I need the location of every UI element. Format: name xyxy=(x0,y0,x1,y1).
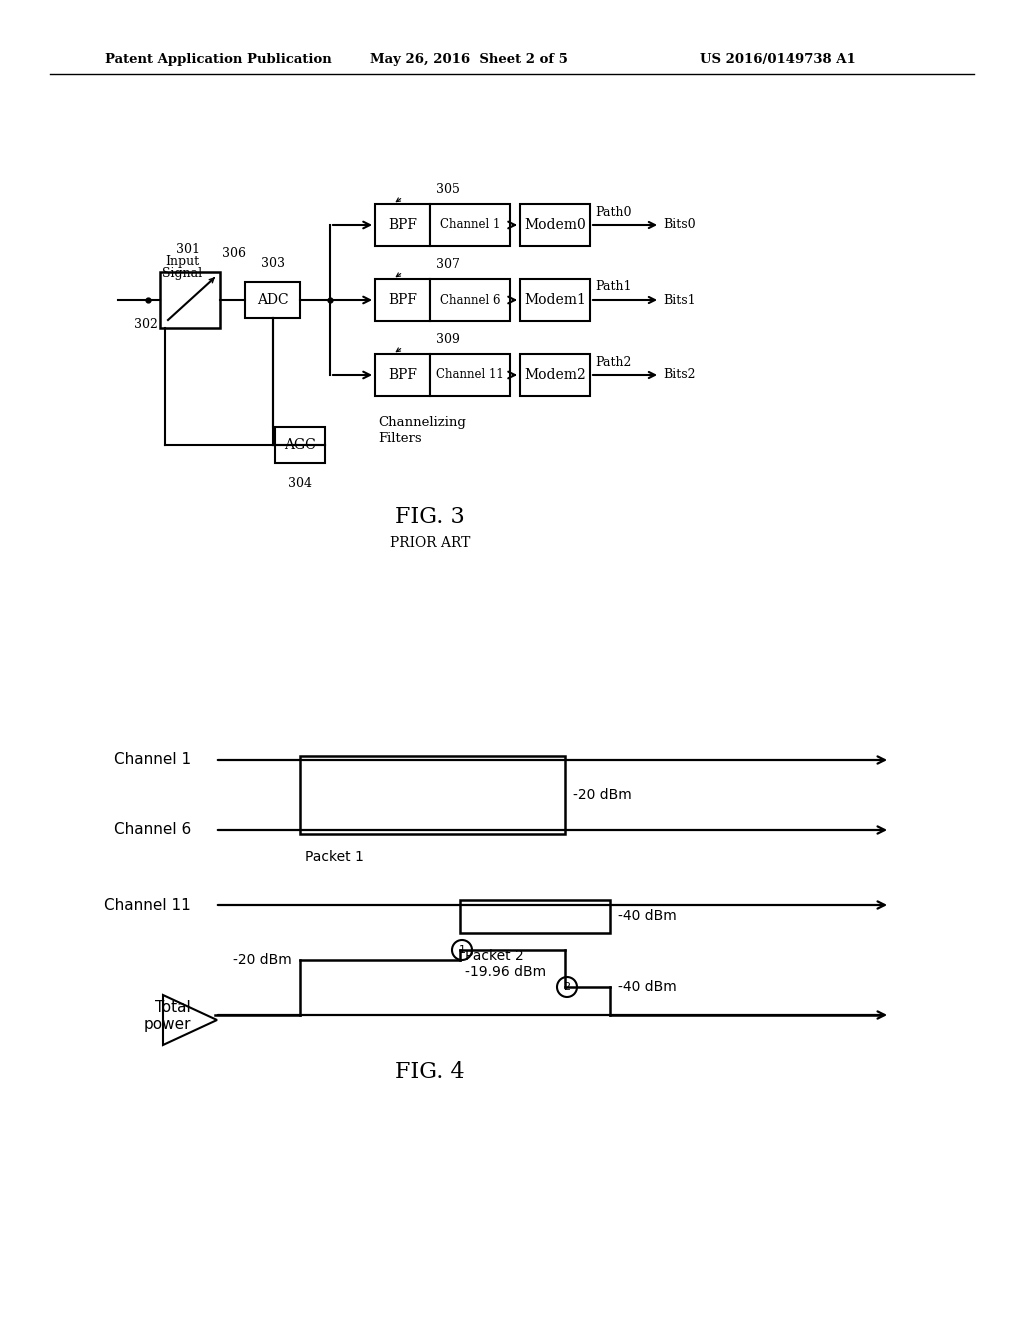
Text: -40 dBm: -40 dBm xyxy=(618,979,677,994)
Text: ADC: ADC xyxy=(257,293,289,308)
Text: Packet 1: Packet 1 xyxy=(305,850,364,865)
Text: -20 dBm: -20 dBm xyxy=(233,953,292,968)
Text: Bits0: Bits0 xyxy=(663,219,695,231)
Text: Bits2: Bits2 xyxy=(663,368,695,381)
Bar xyxy=(430,205,510,246)
Text: 301: 301 xyxy=(176,243,200,256)
Text: AGC: AGC xyxy=(284,438,315,451)
Text: 302: 302 xyxy=(134,318,158,331)
Text: -40 dBm: -40 dBm xyxy=(618,909,677,924)
Text: FIG. 3: FIG. 3 xyxy=(395,506,465,528)
Text: US 2016/0149738 A1: US 2016/0149738 A1 xyxy=(700,54,856,66)
Bar xyxy=(520,279,590,321)
Text: Path2: Path2 xyxy=(595,355,632,368)
Bar xyxy=(160,272,220,327)
Bar xyxy=(300,756,565,834)
Text: Patent Application Publication: Patent Application Publication xyxy=(105,54,332,66)
Bar xyxy=(430,354,510,396)
Text: Total: Total xyxy=(156,999,191,1015)
Text: BPF: BPF xyxy=(388,368,417,381)
Text: Channelizing: Channelizing xyxy=(378,416,466,429)
Text: Channel 1: Channel 1 xyxy=(440,219,500,231)
Bar xyxy=(275,426,325,463)
Text: Channel 11: Channel 11 xyxy=(104,898,191,912)
Text: -19.96 dBm: -19.96 dBm xyxy=(465,965,546,979)
Text: 307: 307 xyxy=(435,257,460,271)
Text: Packet 2: Packet 2 xyxy=(465,949,523,964)
Text: Modem1: Modem1 xyxy=(524,293,586,308)
Text: -20 dBm: -20 dBm xyxy=(573,788,632,803)
Bar xyxy=(430,279,510,321)
Text: Input: Input xyxy=(165,255,199,268)
Text: Channel 6: Channel 6 xyxy=(439,293,501,306)
Text: Modem0: Modem0 xyxy=(524,218,586,232)
Text: power: power xyxy=(143,1018,191,1032)
Text: 1: 1 xyxy=(459,945,466,954)
Bar xyxy=(460,900,610,933)
Bar xyxy=(375,354,430,396)
Text: Channel 11: Channel 11 xyxy=(436,368,504,381)
Text: Bits1: Bits1 xyxy=(663,293,695,306)
Text: 305: 305 xyxy=(435,183,460,195)
Text: 306: 306 xyxy=(222,247,246,260)
Text: BPF: BPF xyxy=(388,218,417,232)
Text: 309: 309 xyxy=(435,333,460,346)
Bar xyxy=(375,279,430,321)
Text: FIG. 4: FIG. 4 xyxy=(395,1061,465,1082)
Text: 304: 304 xyxy=(288,477,312,490)
Text: Channel 1: Channel 1 xyxy=(114,752,191,767)
Text: Path0: Path0 xyxy=(595,206,632,219)
Bar xyxy=(375,205,430,246)
Text: PRIOR ART: PRIOR ART xyxy=(390,536,470,550)
Text: 303: 303 xyxy=(260,257,285,271)
Text: May 26, 2016  Sheet 2 of 5: May 26, 2016 Sheet 2 of 5 xyxy=(370,54,568,66)
Bar xyxy=(520,354,590,396)
Bar xyxy=(520,205,590,246)
Text: Signal: Signal xyxy=(162,267,202,280)
Text: 2: 2 xyxy=(563,982,570,993)
Text: Path1: Path1 xyxy=(595,281,632,293)
Text: BPF: BPF xyxy=(388,293,417,308)
Text: Filters: Filters xyxy=(378,432,422,445)
Text: Modem2: Modem2 xyxy=(524,368,586,381)
Bar xyxy=(245,282,300,318)
Text: Channel 6: Channel 6 xyxy=(114,822,191,837)
